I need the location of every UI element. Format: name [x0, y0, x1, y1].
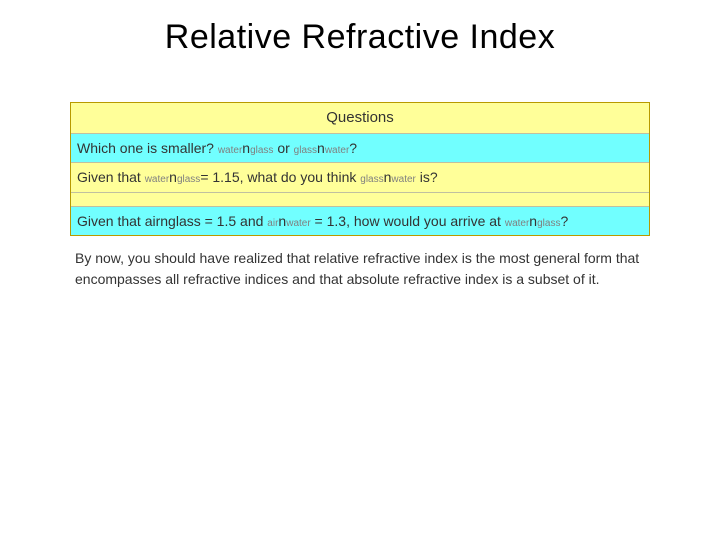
- question-1: Which one is smaller? waternglass or gla…: [71, 133, 649, 163]
- question-2: Given that waternglass= 1.15, what do yo…: [71, 162, 649, 192]
- questions-header-row: Questions: [71, 103, 649, 133]
- page-title: Relative Refractive Index: [40, 18, 680, 57]
- questions-box: Questions Which one is smaller? waterngl…: [70, 102, 650, 236]
- slide: Relative Refractive Index Questions Whic…: [0, 0, 720, 540]
- question-3: Given that airnglass = 1.5 and airnwater…: [71, 206, 649, 236]
- questions-header: Questions: [326, 109, 394, 126]
- spacer-row: [71, 192, 649, 206]
- body-paragraph: By now, you should have realized that re…: [75, 248, 645, 289]
